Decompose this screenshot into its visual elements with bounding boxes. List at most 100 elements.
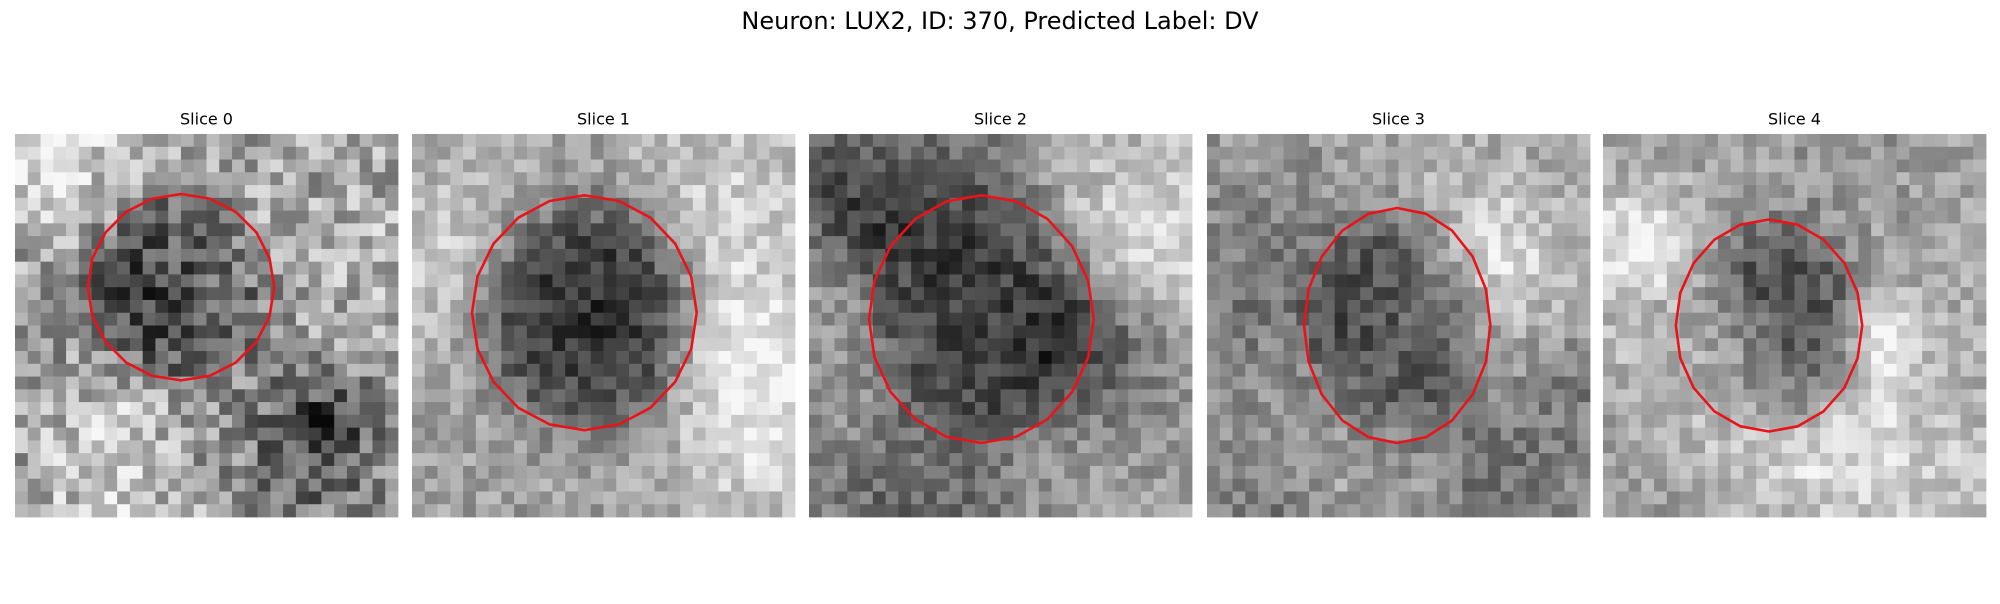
pixel [872, 134, 886, 148]
pixel [565, 274, 579, 288]
pixel [1207, 172, 1221, 186]
pixel [1551, 197, 1565, 211]
pixel [1296, 210, 1310, 224]
pixel [1934, 376, 1949, 390]
pixel [1781, 299, 1795, 314]
pixel [1038, 248, 1052, 263]
pixel [1717, 504, 1732, 518]
pixel [1705, 465, 1719, 480]
pixel [821, 185, 835, 199]
pixel [1449, 146, 1463, 160]
pixel [1449, 351, 1463, 365]
pixel [1577, 325, 1591, 339]
pixel [860, 351, 874, 365]
pixel [1283, 261, 1297, 275]
pixel [359, 223, 373, 237]
pixel [654, 402, 668, 416]
pixel [847, 504, 861, 518]
pixel [424, 351, 438, 365]
pixel [974, 223, 989, 237]
pixel [962, 325, 976, 339]
pixel [155, 197, 169, 211]
pixel [821, 465, 835, 480]
pixel [1871, 338, 1885, 352]
pixel [1258, 287, 1272, 301]
pixel [346, 440, 361, 454]
pixel [1038, 478, 1052, 492]
pixel [1500, 491, 1514, 505]
pixel [15, 287, 29, 301]
pixel [463, 465, 477, 480]
pixel [577, 402, 592, 416]
pixel [1973, 185, 1987, 199]
pixel [66, 402, 80, 416]
pixel [1845, 172, 1859, 186]
pixel [1871, 185, 1885, 199]
pixel [1526, 287, 1540, 301]
pixel [1411, 376, 1425, 390]
pixel [1089, 134, 1104, 148]
pixel [346, 402, 361, 416]
pixel [219, 134, 233, 148]
pixel [219, 389, 233, 403]
pixel [488, 427, 502, 441]
pixel [244, 236, 258, 250]
pixel [1449, 325, 1463, 339]
pixel [1551, 134, 1565, 148]
pixel [847, 248, 861, 263]
pixel [1692, 172, 1706, 186]
pixel [1283, 402, 1297, 416]
pixel [1909, 440, 1923, 454]
pixel [270, 427, 284, 441]
pixel [1283, 478, 1297, 492]
pixel [180, 210, 195, 224]
pixel [1207, 325, 1221, 339]
pixel [66, 389, 80, 403]
pixel [142, 453, 156, 467]
pixel [155, 414, 169, 429]
pixel [1960, 287, 1974, 301]
pixel [1909, 414, 1923, 429]
pixel [1424, 376, 1438, 390]
pixel [1372, 338, 1387, 352]
pixel [911, 134, 925, 148]
pixel [257, 465, 271, 480]
pixel [1909, 376, 1923, 390]
pixel [860, 287, 874, 301]
pixel [1500, 478, 1514, 492]
pixel [1051, 414, 1065, 429]
pixel [1487, 236, 1502, 250]
pixel [1973, 134, 1987, 148]
pixel [1258, 146, 1272, 160]
pixel [308, 491, 322, 505]
pixel [1756, 248, 1770, 263]
pixel [244, 389, 258, 403]
pixel [1347, 299, 1361, 314]
pixel [1628, 261, 1642, 275]
pixel [412, 389, 426, 403]
pixel [206, 223, 220, 237]
pixel [1038, 274, 1052, 288]
pixel [514, 465, 528, 480]
pixel [616, 146, 630, 160]
pixel [1641, 389, 1655, 403]
pixel [1128, 274, 1142, 288]
pixel [539, 351, 553, 365]
pixel [718, 351, 732, 365]
pixel [244, 402, 258, 416]
pixel [1577, 299, 1591, 314]
pixel [1051, 351, 1065, 365]
pixel [1883, 325, 1898, 339]
pixel [603, 465, 617, 480]
pixel [27, 351, 41, 365]
pixel [1207, 465, 1221, 480]
pixel [1360, 197, 1374, 211]
pixel [372, 478, 386, 492]
pixel [1909, 312, 1923, 326]
pixel [821, 338, 835, 352]
pixel [1128, 248, 1142, 263]
pixel [1807, 351, 1821, 365]
pixel [1564, 325, 1578, 339]
pixel [809, 440, 823, 454]
pixel [667, 478, 681, 492]
